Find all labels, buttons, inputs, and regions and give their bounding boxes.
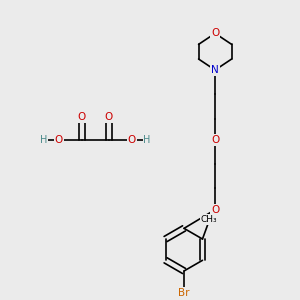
Text: O: O bbox=[211, 135, 219, 145]
Text: O: O bbox=[128, 136, 136, 146]
Text: N: N bbox=[211, 65, 219, 75]
Text: O: O bbox=[78, 112, 86, 122]
Text: O: O bbox=[211, 205, 219, 215]
Text: CH₃: CH₃ bbox=[200, 215, 217, 224]
Text: O: O bbox=[211, 28, 219, 38]
Text: O: O bbox=[104, 112, 113, 122]
Text: O: O bbox=[55, 136, 63, 146]
Text: Br: Br bbox=[178, 288, 190, 298]
Text: H: H bbox=[143, 136, 151, 146]
Text: H: H bbox=[40, 136, 47, 146]
